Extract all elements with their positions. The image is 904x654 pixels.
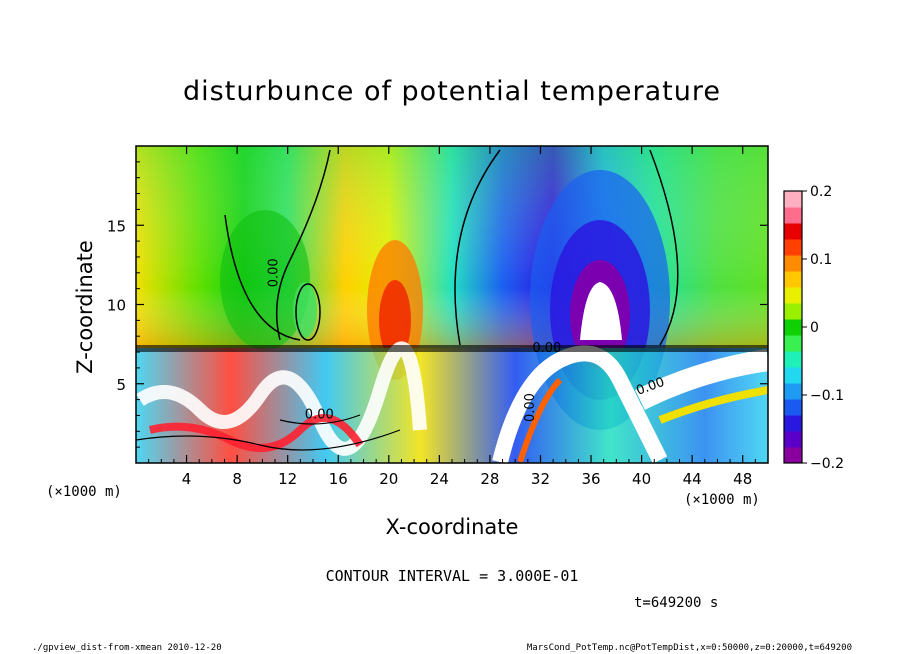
contour-label: 0.00 xyxy=(305,408,334,423)
colorbar-swatch xyxy=(784,415,802,432)
colorbar-swatch xyxy=(784,191,802,208)
heatmap-field xyxy=(136,146,768,463)
colorbar-swatch xyxy=(784,239,802,256)
colorbar-swatch xyxy=(784,271,802,288)
chart-title: disturbunce of potential temperature xyxy=(183,76,721,107)
colorbar-tick-label: −0.1 xyxy=(810,388,844,404)
x-tick-label: 36 xyxy=(581,470,600,488)
contour-labels: 0.000.000.000.000.00 xyxy=(267,258,667,422)
colorbar: 0.2 0.1 0 −0.1 −0.2 xyxy=(783,184,844,472)
x-axis: 4 8 12 16 20 24 28 32 36 40 44 48 xyxy=(148,146,756,488)
x-tick-label: 16 xyxy=(329,470,348,488)
x-tick-label: 32 xyxy=(531,470,550,488)
colorbar-swatch xyxy=(784,255,802,272)
x-tick-label: 20 xyxy=(379,470,398,488)
colorbar-swatch xyxy=(784,351,802,368)
time-label: t=649200 s xyxy=(634,595,719,611)
colorbar-swatch xyxy=(784,399,802,416)
x-tick-label: 12 xyxy=(278,470,297,488)
y-axis: 5 10 15 xyxy=(107,161,768,448)
y-tick-label: 5 xyxy=(116,376,126,394)
x-tick-label: 8 xyxy=(232,470,242,488)
y-tick-label: 15 xyxy=(107,217,126,235)
colorbar-swatch xyxy=(784,207,802,224)
colorbar-tick-label: 0 xyxy=(810,320,819,336)
colorbar-swatch xyxy=(784,383,802,400)
colorbar-swatch xyxy=(784,319,802,336)
y-axis-label: Z-coordinate xyxy=(73,240,97,374)
contour-label: 0.00 xyxy=(267,258,282,287)
x-unit-left: (×1000 m) xyxy=(46,484,122,500)
colorbar-swatch xyxy=(784,447,802,464)
x-tick-label: 28 xyxy=(480,470,499,488)
contour-label: 0.00 xyxy=(523,393,538,422)
x-tick-label: 24 xyxy=(430,470,449,488)
x-tick-label: 48 xyxy=(733,470,752,488)
colorbar-swatch xyxy=(784,223,802,240)
footer-left: ./gpview_dist-from-xmean 2010-12-20 xyxy=(32,643,222,653)
contour-interval: CONTOUR INTERVAL = 3.000E-01 xyxy=(325,567,579,585)
contour-label: 0.00 xyxy=(532,341,561,356)
colorbar-tick-label: −0.2 xyxy=(810,456,844,472)
colorbar-swatch xyxy=(784,287,802,304)
x-axis-label: X-coordinate xyxy=(385,515,519,539)
x-tick-label: 44 xyxy=(683,470,702,488)
x-unit-right: (×1000 m) xyxy=(684,492,760,508)
colorbar-swatch xyxy=(784,367,802,384)
x-tick-label: 4 xyxy=(182,470,192,488)
colorbar-swatch xyxy=(784,335,802,352)
colorbar-swatch xyxy=(784,431,802,448)
y-tick-label: 10 xyxy=(107,297,126,315)
x-tick-label: 40 xyxy=(632,470,651,488)
colorbar-tick-label: 0.1 xyxy=(810,252,832,268)
footer-right: MarsCond_PotTemp.nc@PotTempDist,x=0:5000… xyxy=(526,643,852,653)
colorbar-tick-label: 0.2 xyxy=(810,184,832,200)
colorbar-swatch xyxy=(784,303,802,320)
